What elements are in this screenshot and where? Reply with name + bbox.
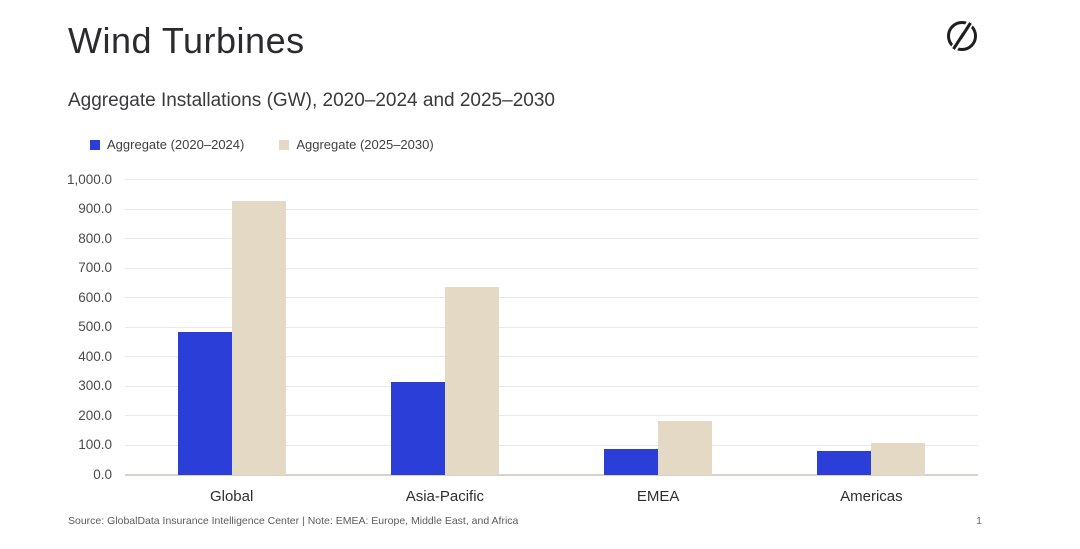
y-axis-tick-label: 800.0 bbox=[78, 230, 112, 246]
globaldata-logo-icon bbox=[947, 18, 977, 54]
chart-legend: Aggregate (2020–2024) Aggregate (2025–203… bbox=[90, 137, 434, 152]
y-axis-tick-label: 200.0 bbox=[78, 407, 112, 423]
gridline bbox=[125, 444, 978, 446]
gridline bbox=[125, 356, 978, 357]
page-number: 1 bbox=[976, 515, 982, 527]
y-axis-tick-label: 500.0 bbox=[78, 319, 112, 334]
source-note: Source: GlobalData Insurance Intelligenc… bbox=[68, 515, 519, 527]
y-axis-tick-label: 0.0 bbox=[93, 466, 112, 482]
gridline bbox=[125, 297, 978, 298]
legend-swatch bbox=[90, 139, 100, 150]
x-axis-line bbox=[125, 474, 978, 476]
y-axis-tick-label: 100.0 bbox=[78, 437, 112, 452]
bar-series2-americas bbox=[871, 442, 926, 475]
bar-series2-global bbox=[231, 200, 286, 475]
bar-group: Global bbox=[177, 180, 286, 505]
gridline bbox=[125, 208, 978, 210]
y-axis-tick-label: 700.0 bbox=[78, 260, 112, 275]
x-axis-category-label: Asia-Pacific bbox=[405, 488, 485, 505]
legend-item: Aggregate (2025–2030) bbox=[279, 137, 434, 152]
y-axis-tick-label: 1,000.0 bbox=[66, 171, 112, 187]
legend-label: Aggregate (2020–2024) bbox=[107, 137, 245, 152]
bar-series1-asia-pacific bbox=[390, 382, 445, 475]
bar-group: EMEA bbox=[604, 180, 713, 505]
gridline bbox=[125, 179, 978, 180]
gridline bbox=[125, 326, 978, 328]
bar-series1-global bbox=[177, 331, 232, 475]
slide-footer: Source: GlobalData Insurance Intelligenc… bbox=[68, 515, 982, 527]
y-axis-tick-label: 300.0 bbox=[78, 378, 112, 393]
gridline bbox=[125, 415, 978, 416]
gridline bbox=[125, 238, 978, 239]
gridline bbox=[125, 267, 978, 269]
bar-group: Americas bbox=[817, 180, 926, 505]
x-axis-category-label: Americas bbox=[840, 488, 903, 505]
x-axis-category-label: Global bbox=[209, 488, 254, 505]
gridline bbox=[125, 385, 978, 387]
bar-chart-plot-area: Global Asia-Pacific EMEA Americas bbox=[125, 179, 978, 505]
chart-title: Aggregate Installations (GW), 2020–2024 … bbox=[68, 90, 555, 111]
y-axis-tick-label: 400.0 bbox=[78, 348, 112, 364]
y-axis-labels: 0.0 100.0 200.0 300.0 400.0 500.0 600.0 700.0 80… bbox=[0, 172, 112, 480]
bar-series2-emea bbox=[658, 420, 713, 475]
x-axis-category-label: EMEA bbox=[636, 488, 680, 505]
legend-swatch bbox=[279, 139, 290, 150]
y-axis-tick-label: 900.0 bbox=[78, 201, 112, 216]
y-axis-tick-label: 600.0 bbox=[78, 289, 112, 305]
legend-item: Aggregate (2020–2024) bbox=[90, 137, 244, 152]
bar-series1-americas bbox=[817, 451, 872, 475]
bar-series2-asia-pacific bbox=[444, 286, 499, 475]
bar-group: Asia-Pacific bbox=[390, 180, 499, 505]
bar-series1-emea bbox=[604, 449, 659, 475]
page-title: Wind Turbines bbox=[68, 20, 305, 61]
legend-label: Aggregate (2025–2030) bbox=[296, 137, 434, 152]
